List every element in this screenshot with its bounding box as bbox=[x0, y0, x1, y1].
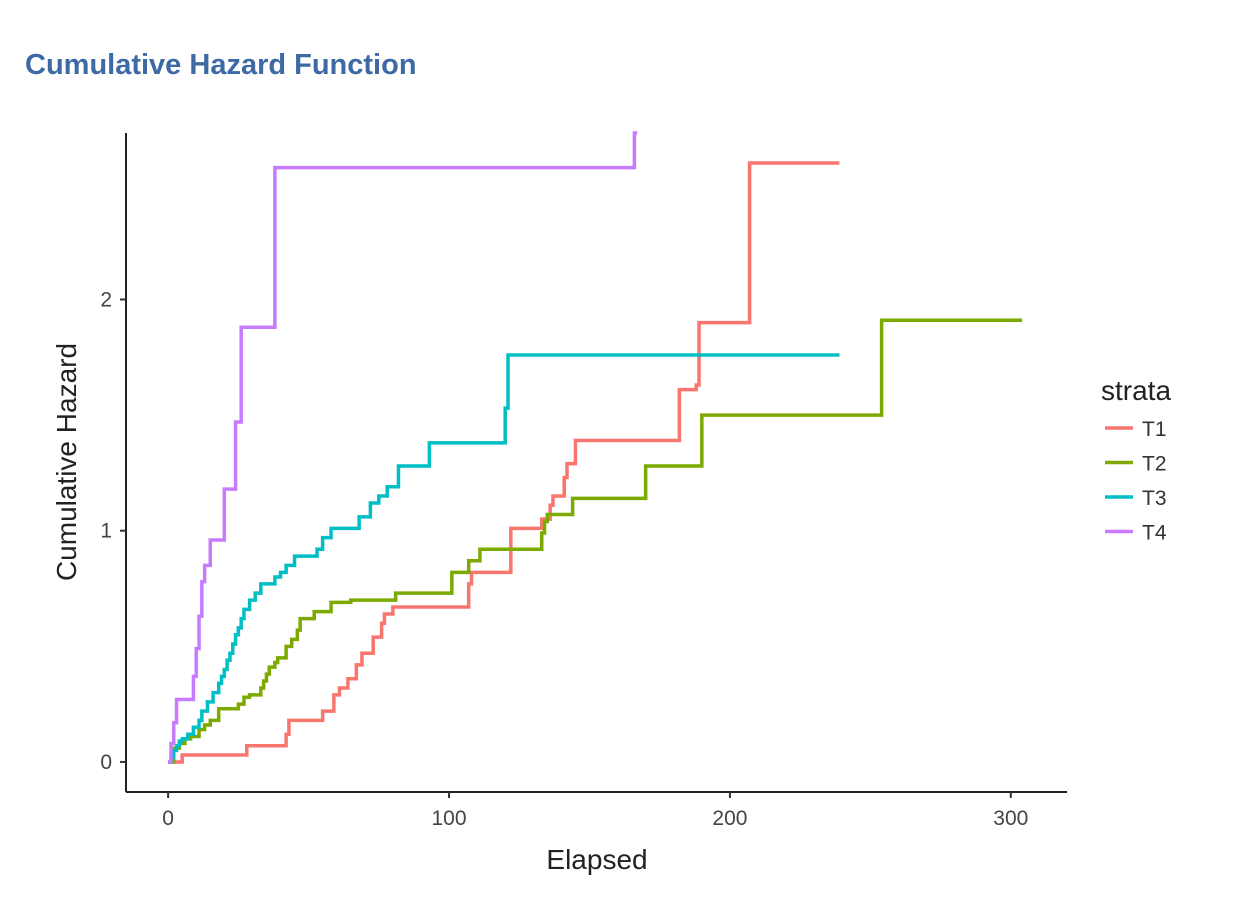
y-tick-label: 1 bbox=[100, 520, 112, 543]
series-line-t1 bbox=[168, 161, 840, 764]
legend-label-t4: T4 bbox=[1142, 522, 1167, 545]
series-line-t3 bbox=[168, 353, 840, 764]
legend-label-t3: T3 bbox=[1142, 487, 1167, 510]
y-axis-ticks: 0 1 2 bbox=[100, 288, 126, 774]
plot-series bbox=[168, 131, 1023, 764]
x-axis-ticks: 0 100 200 300 bbox=[162, 792, 1028, 830]
legend: strata T1 T2 T3 T4 bbox=[1101, 375, 1171, 545]
chart-title: Cumulative Hazard Function bbox=[25, 49, 417, 81]
legend-label-t2: T2 bbox=[1142, 453, 1167, 476]
x-tick-label: 0 bbox=[162, 807, 174, 830]
x-axis-title: Elapsed bbox=[546, 844, 647, 875]
series-line-t2 bbox=[168, 318, 1023, 764]
x-tick-label: 200 bbox=[712, 807, 747, 830]
x-tick-label: 100 bbox=[432, 807, 467, 830]
y-tick-label: 0 bbox=[100, 751, 112, 774]
y-tick-label: 2 bbox=[100, 288, 112, 311]
series-line-t4 bbox=[168, 131, 638, 764]
x-tick-label: 300 bbox=[993, 807, 1028, 830]
legend-title: strata bbox=[1101, 375, 1171, 406]
y-axis-title: Cumulative Hazard bbox=[51, 343, 82, 581]
legend-label-t1: T1 bbox=[1142, 418, 1167, 441]
